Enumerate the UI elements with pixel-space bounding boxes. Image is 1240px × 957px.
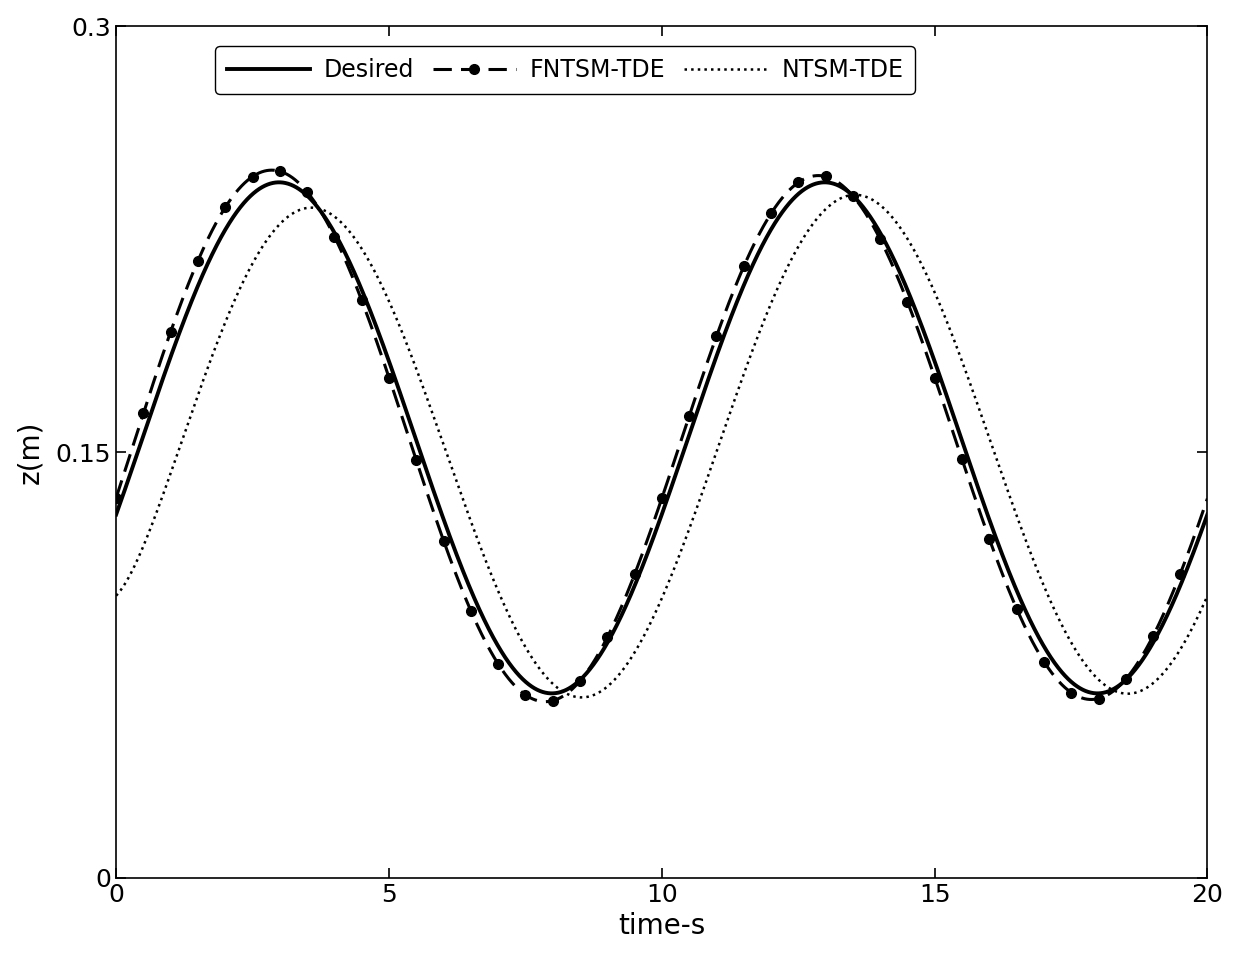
NTSM-TDE	[627, 646, 642, 657]
Desired	[901, 288, 916, 300]
Desired	[1112, 679, 1127, 691]
FNTSM-TDE	[538, 696, 553, 707]
NTSM-TDE	[1112, 687, 1127, 699]
NTSM-TDE	[901, 236, 916, 248]
NTSM-TDE	[577, 692, 591, 703]
NTSM-TDE	[567, 691, 582, 702]
Legend: Desired, FNTSM-TDE, NTSM-TDE: Desired, FNTSM-TDE, NTSM-TDE	[216, 47, 915, 94]
Desired	[109, 509, 124, 521]
FNTSM-TDE	[901, 301, 916, 313]
NTSM-TDE	[1200, 590, 1215, 602]
Desired	[1200, 509, 1215, 521]
Desired	[1167, 593, 1182, 605]
FNTSM-TDE	[109, 492, 124, 503]
NTSM-TDE	[109, 590, 124, 601]
Line: FNTSM-TDE: FNTSM-TDE	[112, 166, 1213, 706]
Desired	[568, 679, 583, 690]
Desired	[272, 177, 286, 189]
Desired	[1090, 688, 1105, 700]
Y-axis label: z(m): z(m)	[16, 420, 45, 483]
FNTSM-TDE	[1167, 583, 1182, 594]
FNTSM-TDE	[264, 165, 279, 176]
Desired	[627, 579, 642, 590]
NTSM-TDE	[574, 692, 589, 703]
FNTSM-TDE	[627, 568, 642, 579]
FNTSM-TDE	[568, 680, 583, 692]
NTSM-TDE	[848, 189, 863, 201]
FNTSM-TDE	[1112, 679, 1127, 691]
X-axis label: time-s: time-s	[619, 912, 706, 941]
NTSM-TDE	[1167, 653, 1182, 664]
Line: Desired: Desired	[117, 183, 1208, 694]
Desired	[577, 671, 591, 682]
FNTSM-TDE	[577, 670, 591, 681]
Line: NTSM-TDE: NTSM-TDE	[117, 195, 1208, 698]
FNTSM-TDE	[1200, 493, 1215, 504]
